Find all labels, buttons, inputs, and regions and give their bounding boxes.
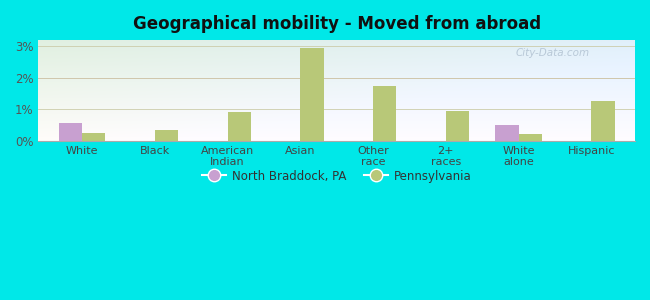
Text: City-Data.com: City-Data.com — [515, 48, 590, 58]
Legend: North Braddock, PA, Pennsylvania: North Braddock, PA, Pennsylvania — [198, 165, 476, 187]
Bar — [155, 130, 178, 141]
Bar — [446, 111, 469, 141]
Bar — [227, 112, 251, 141]
Bar — [59, 124, 82, 141]
Bar — [300, 48, 324, 141]
Bar — [592, 101, 615, 141]
Bar — [82, 133, 105, 141]
Title: Geographical mobility - Moved from abroad: Geographical mobility - Moved from abroa… — [133, 15, 541, 33]
Bar — [495, 125, 519, 141]
Bar — [519, 134, 542, 141]
Bar — [373, 86, 396, 141]
